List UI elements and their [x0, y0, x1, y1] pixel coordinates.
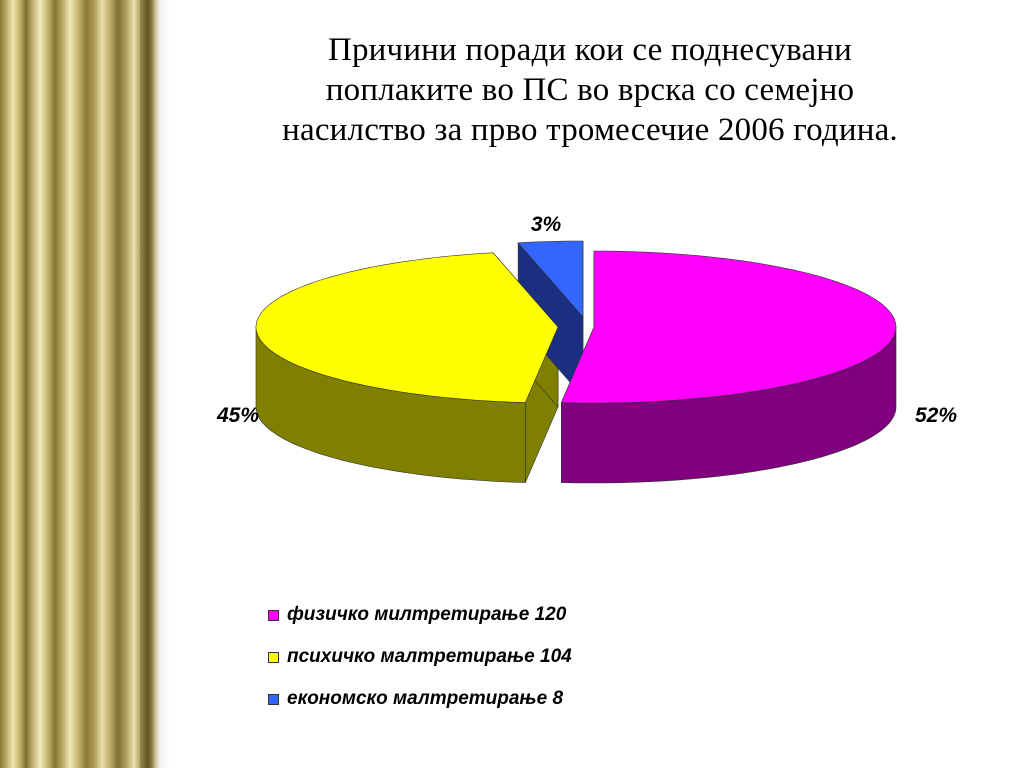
legend-item-economic: економско малтретирање 8: [268, 678, 572, 720]
legend-label-economic: економско малтретирање 8: [287, 688, 564, 709]
legend-swatch-physical: [268, 609, 279, 621]
title-line-1: Причини поради кои се поднесувани: [327, 32, 853, 68]
legend-label-psychological: психичко малтретирање 104: [287, 646, 572, 667]
title-line-3: насилство за прво тромесечие 2006 година…: [282, 112, 898, 148]
pct-label-economic: 3%: [531, 213, 562, 236]
pct-label-psychological: 45%: [216, 404, 259, 427]
slice-physical: [560, 250, 897, 404]
decorative-border: [0, 0, 160, 768]
legend-swatch-psychological: [268, 651, 279, 663]
title-line-2: поплаките во ПС во врска со семејно: [325, 72, 855, 108]
slice-economic: [517, 240, 584, 318]
chart-legend: физичко милтретирање 120 психичко малтре…: [268, 594, 572, 720]
legend-label-physical: физичко милтретирање 120: [287, 604, 567, 625]
legend-swatch-economic: [268, 693, 279, 705]
slice-psychological: [255, 252, 559, 403]
legend-item-psychological: психичко малтретирање 104: [268, 636, 572, 678]
pct-label-physical: 52%: [915, 404, 957, 427]
border-shadow: [140, 0, 170, 768]
slide-title: Причини поради кои се поднесувани поплак…: [190, 30, 990, 150]
legend-item-physical: физичко милтретирање 120: [268, 594, 572, 636]
